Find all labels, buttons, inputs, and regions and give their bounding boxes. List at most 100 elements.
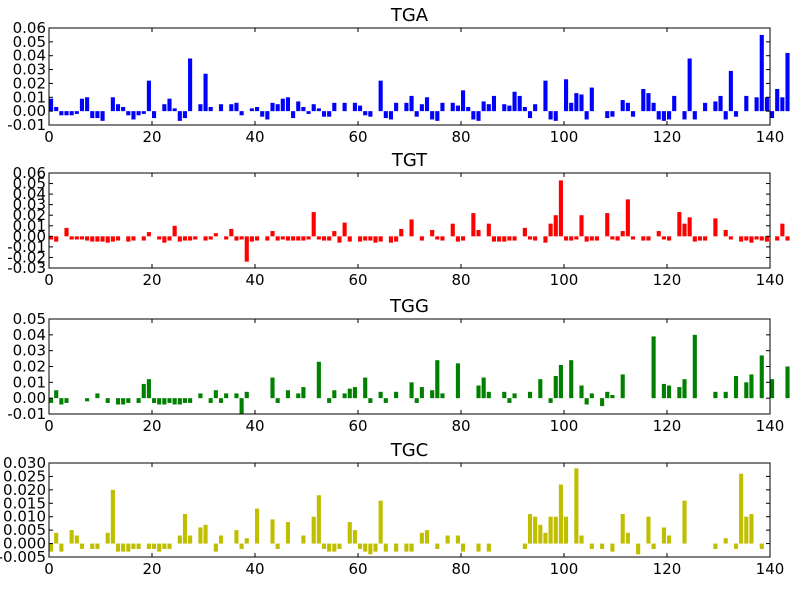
bar xyxy=(141,236,146,241)
bar xyxy=(198,527,203,544)
bar xyxy=(352,387,357,399)
bar xyxy=(466,106,471,112)
bar xyxy=(59,111,64,116)
bar xyxy=(306,236,311,240)
bar xyxy=(59,398,64,405)
y-tick-label: 0.000 xyxy=(3,535,46,553)
bar xyxy=(167,98,172,112)
bar xyxy=(167,236,172,241)
bar xyxy=(651,336,656,399)
plot-frame xyxy=(48,172,771,269)
bar xyxy=(182,398,188,403)
bar xyxy=(347,388,352,399)
bar xyxy=(347,236,352,242)
bar xyxy=(543,80,548,112)
bar xyxy=(332,543,337,552)
y-tick-label: 0.02 xyxy=(13,358,46,376)
bar xyxy=(311,212,316,237)
bar xyxy=(507,398,512,403)
bar xyxy=(533,516,538,544)
bar xyxy=(527,514,533,544)
bar xyxy=(630,236,636,240)
bar xyxy=(775,88,780,112)
bar xyxy=(378,391,383,399)
bar xyxy=(239,543,244,549)
bar xyxy=(558,364,563,399)
y-tick-label: 0.00 xyxy=(13,102,46,120)
bar xyxy=(152,111,157,119)
bar xyxy=(363,543,368,552)
x-tick-label: 100 xyxy=(550,128,579,146)
bar xyxy=(394,543,399,552)
bar xyxy=(275,236,280,241)
bar xyxy=(476,230,481,237)
bar xyxy=(291,236,296,241)
y-tick-label: 0.00 xyxy=(13,227,46,245)
bar xyxy=(527,236,533,240)
bar xyxy=(749,236,754,243)
bar xyxy=(455,363,460,399)
bar xyxy=(476,111,481,121)
bar xyxy=(327,543,332,552)
bar xyxy=(548,223,553,237)
bar xyxy=(198,393,203,399)
bar xyxy=(620,231,625,237)
y-tick-label: 0.01 xyxy=(13,88,46,106)
y-tick-label: 0.06 xyxy=(13,19,46,37)
bar xyxy=(455,535,460,544)
bar xyxy=(249,108,254,112)
bar xyxy=(85,236,90,241)
bar xyxy=(218,104,224,112)
bar xyxy=(667,385,672,399)
bar xyxy=(610,111,615,117)
bar xyxy=(255,508,260,544)
bar xyxy=(105,236,110,243)
bar xyxy=(656,231,661,237)
bar xyxy=(270,377,275,399)
bar xyxy=(270,102,275,112)
bar xyxy=(589,236,594,241)
chart-title: TGA xyxy=(390,5,429,26)
bar xyxy=(255,106,260,112)
bar xyxy=(373,543,378,552)
bar xyxy=(569,102,574,112)
bar xyxy=(394,236,399,242)
bar xyxy=(172,225,177,237)
bar xyxy=(332,102,337,112)
bar xyxy=(450,223,455,237)
bar xyxy=(208,398,213,403)
bar xyxy=(321,111,327,117)
bar xyxy=(723,391,728,399)
bar xyxy=(661,383,666,399)
bar xyxy=(146,543,151,549)
bar xyxy=(177,111,182,121)
bar xyxy=(213,390,218,399)
bar xyxy=(306,111,311,114)
bar xyxy=(229,104,234,112)
x-tick-label: 120 xyxy=(653,417,682,435)
x-tick-label: 80 xyxy=(451,417,470,435)
bar xyxy=(739,473,744,544)
bar xyxy=(728,236,733,240)
bar xyxy=(636,543,641,555)
y-tick-label: 0.04 xyxy=(13,185,46,203)
x-tick-label: 40 xyxy=(245,560,264,578)
bar xyxy=(332,231,337,237)
x-tick-label: 40 xyxy=(245,271,264,289)
bar xyxy=(548,516,553,544)
bar xyxy=(100,236,105,242)
bar xyxy=(224,393,229,399)
bar xyxy=(198,104,203,112)
bar xyxy=(105,532,110,544)
bar xyxy=(152,398,157,403)
bar xyxy=(126,236,131,242)
bar xyxy=(352,102,357,112)
bar xyxy=(368,236,373,241)
bar xyxy=(409,95,414,112)
bar xyxy=(512,236,517,241)
bar xyxy=(471,213,476,237)
bar xyxy=(69,236,74,240)
bar xyxy=(497,236,502,242)
y-tick-label: 0.030 xyxy=(3,454,46,472)
bar xyxy=(291,111,296,119)
